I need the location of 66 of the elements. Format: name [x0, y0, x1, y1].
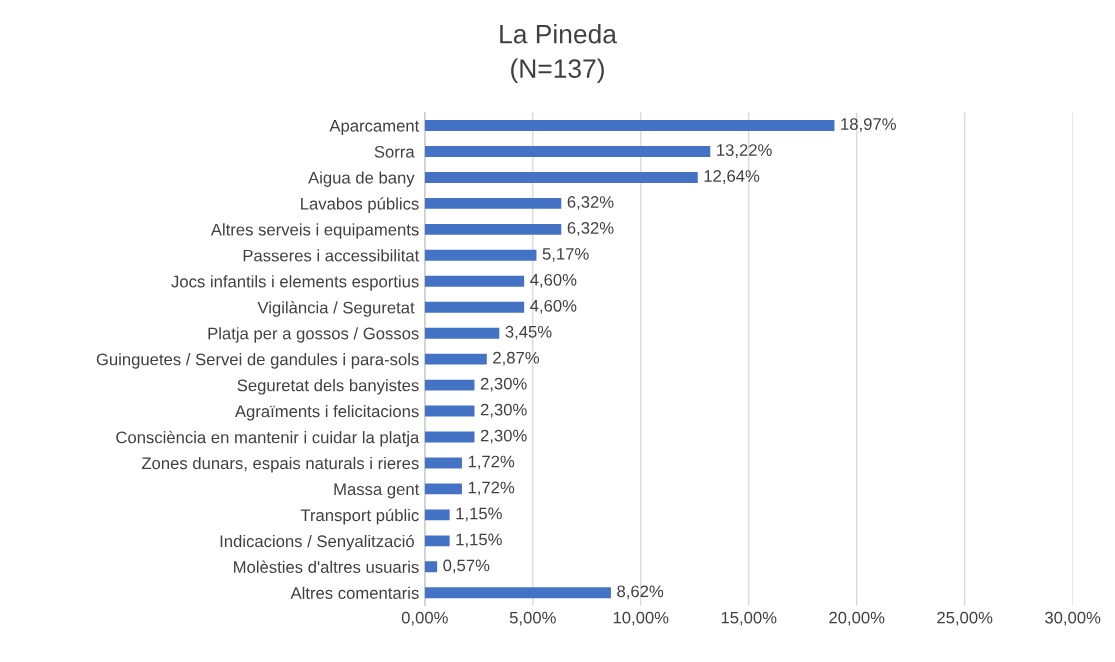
bar	[424, 327, 500, 339]
bar	[424, 120, 835, 131]
data-label: 8,62%	[617, 585, 664, 600]
x-tick-label: 20,00%	[829, 611, 885, 626]
y-tick-label: Massa gent	[334, 483, 420, 499]
bar	[424, 509, 450, 521]
y-tick-label: Platja per a gossos / Gossos	[208, 327, 419, 343]
data-label: 1,72%	[468, 455, 515, 470]
x-tick-label: 10,00%	[613, 611, 669, 626]
bar	[424, 197, 562, 209]
y-tick-label: Altres comentaris	[290, 586, 419, 599]
x-tick-label: 5,00%	[509, 611, 556, 626]
y-tick-label: Indicacions / Senyalització	[220, 534, 414, 551]
y-tick-label: Consciència en mantenir i cuidar la platja	[116, 430, 420, 447]
data-label: 2,30%	[480, 429, 527, 444]
data-label: 2,87%	[493, 351, 540, 366]
data-label: 1,15%	[456, 533, 502, 548]
x-tick-label: 15,00%	[721, 611, 777, 626]
x-tick-label: 30,00%	[1045, 611, 1101, 626]
data-label: 2,30%	[480, 377, 527, 392]
bar	[424, 431, 475, 443]
y-tick-label: Seguretat dels banyistes	[237, 379, 419, 395]
data-label: 4,60%	[530, 273, 577, 288]
chart-subtitle: (N=137)	[511, 58, 604, 84]
bar	[424, 146, 711, 157]
y-tick-label: Transport públic	[300, 508, 419, 525]
y-tick-label: Molèsties d'altres usuaris	[234, 560, 419, 573]
data-label: 3,45%	[505, 325, 552, 340]
data-label: 12,64%	[704, 170, 760, 184]
y-tick-label: Aigua de bany	[308, 171, 415, 187]
bar	[424, 171, 698, 183]
x-tick-label: 0,00%	[401, 611, 448, 626]
bar	[424, 249, 537, 261]
y-tick-label: Jocs infantils i elements esportius	[171, 275, 419, 291]
data-label: 0,57%	[443, 559, 490, 574]
x-tick-label: 25,00%	[937, 611, 993, 626]
data-label: 2,30%	[480, 403, 527, 418]
data-label: 4,60%	[530, 299, 577, 314]
y-tick-label: Passeres i accessibilitat	[243, 249, 420, 262]
bar	[424, 301, 525, 313]
data-label: 6,32%	[567, 196, 614, 210]
y-tick-label: Aparcament	[329, 120, 420, 136]
y-tick-label: Altres serveis i equipaments	[210, 223, 419, 239]
y-tick-label: Sorra	[374, 145, 415, 158]
bar	[424, 483, 462, 495]
bar	[424, 223, 562, 235]
y-tick-label: Agraïments i felicitacions	[234, 405, 419, 421]
bar	[424, 405, 475, 417]
data-label: 13,22%	[717, 144, 772, 158]
y-tick-label: Lavabos públics	[301, 197, 419, 213]
bar	[424, 353, 487, 365]
bar	[424, 561, 438, 573]
data-label: 5,17%	[542, 248, 589, 262]
data-label: 18,97%	[841, 118, 896, 132]
bar	[424, 535, 450, 547]
bar	[424, 457, 462, 469]
bar	[424, 275, 525, 287]
bar	[424, 587, 611, 599]
y-tick-label: Guinguetes / Servei de gandules i para-sols	[96, 353, 419, 369]
y-tick-label: Vigilància / Seguretat	[257, 301, 415, 317]
data-label: 1,72%	[468, 481, 515, 496]
data-label: 1,15%	[456, 507, 502, 522]
bar	[424, 379, 475, 391]
chart-title: La Pineda	[500, 24, 617, 44]
data-label: 6,32%	[567, 222, 614, 236]
y-tick-label: Zones dunars, espais naturals i rieres	[141, 456, 419, 473]
